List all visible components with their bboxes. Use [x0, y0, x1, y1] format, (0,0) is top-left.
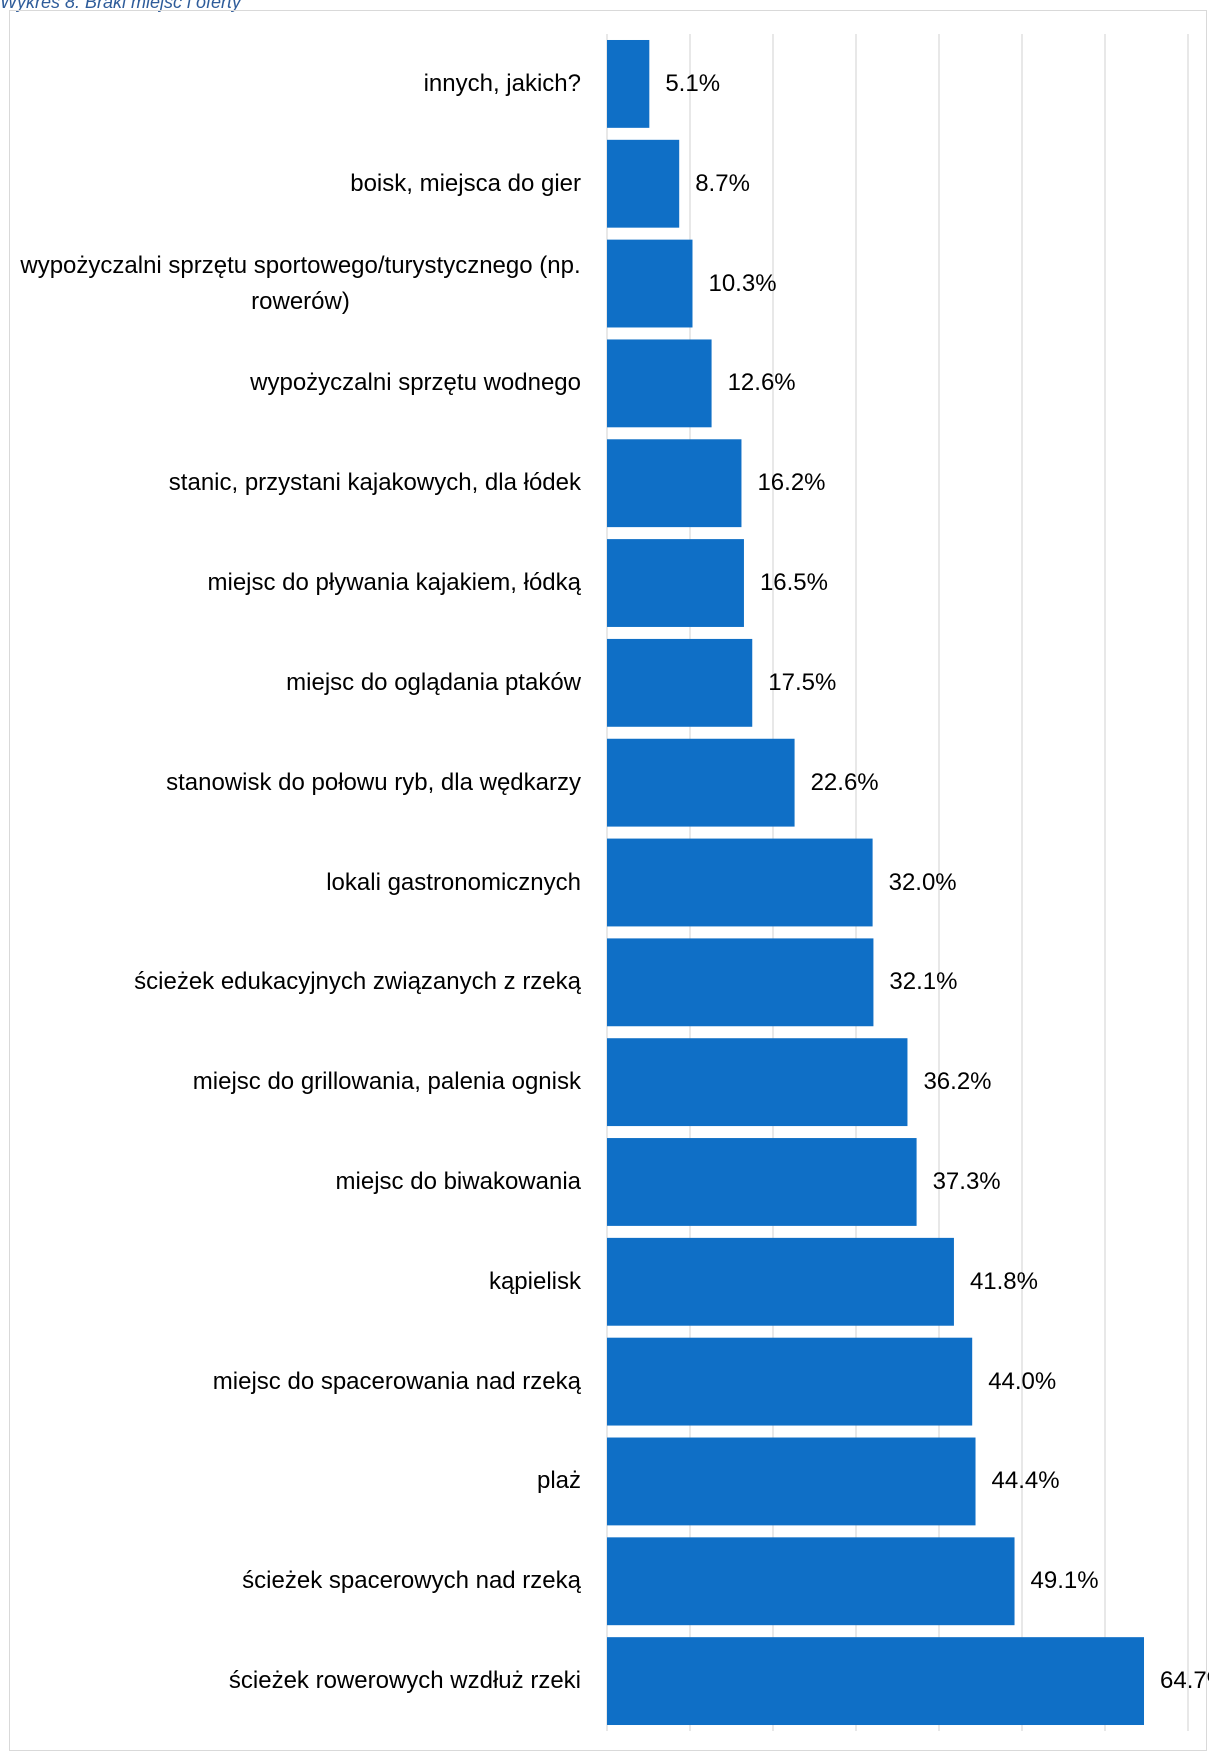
- data-label: 17.5%: [768, 668, 837, 696]
- data-label: 16.2%: [757, 469, 826, 497]
- chart-frame: [9, 10, 1207, 1751]
- bar: [607, 938, 874, 1027]
- y-tick-label: innych, jakich?: [423, 69, 581, 97]
- data-label: 64.7%: [1160, 1667, 1209, 1695]
- data-label: 41.8%: [969, 1267, 1038, 1295]
- data-label: 16.5%: [759, 569, 828, 597]
- bar: [607, 1337, 973, 1426]
- y-tick-label: miejsc do spacerowania nad rzeką: [212, 1367, 581, 1395]
- y-tick-label: stanowisk do połowu ryb, dla wędkarzy: [166, 768, 581, 796]
- data-label: 32.0%: [888, 868, 957, 896]
- y-tick-label: boisk, miejsca do gier: [350, 169, 581, 197]
- bar: [607, 239, 693, 328]
- data-label: 22.6%: [810, 768, 879, 796]
- bar: [607, 439, 742, 528]
- y-tick-label: miejsc do oglądania ptaków: [286, 668, 581, 696]
- bar: [607, 1038, 908, 1127]
- bar: [607, 1637, 1145, 1726]
- y-tick-label: kąpielisk: [488, 1267, 581, 1295]
- y-tick-label: plaż: [536, 1467, 581, 1495]
- data-label: 12.6%: [727, 369, 796, 397]
- data-label: 49.1%: [1030, 1567, 1099, 1595]
- y-tick-label: wypożyczalni sprzętu wodnego: [250, 369, 581, 397]
- y-tick-label: ścieżek edukacyjnych związanych z rzeką: [134, 968, 581, 996]
- bar: [607, 139, 680, 228]
- bar: [607, 838, 873, 927]
- y-tick-label: lokali gastronomicznych: [326, 868, 581, 896]
- data-label: 44.0%: [988, 1367, 1057, 1395]
- chart-title: Wykres 8. Braki miejsc i oferty: [0, 0, 242, 12]
- y-tick-label: ścieżek spacerowych nad rzeką: [242, 1567, 581, 1595]
- bar: [607, 638, 753, 727]
- data-label: 36.2%: [923, 1068, 992, 1096]
- y-tick-label: miejsc do pływania kajakiem, łódką: [207, 569, 582, 597]
- y-tick-label: miejsc do grillowania, palenia ognisk: [192, 1068, 581, 1096]
- bar: [607, 539, 744, 627]
- data-label: 37.3%: [932, 1167, 1001, 1195]
- bar: [607, 1237, 954, 1326]
- bar: [607, 1537, 1015, 1626]
- data-label: 44.4%: [991, 1467, 1060, 1495]
- bar: [607, 738, 795, 827]
- bar: [607, 339, 712, 428]
- y-tick-label: ścieżek rowerowych wzdłuż rzeki: [228, 1667, 581, 1695]
- data-label: 5.1%: [665, 69, 721, 97]
- data-label: 10.3%: [708, 269, 777, 297]
- bar: [607, 1138, 917, 1226]
- bar: [607, 39, 650, 128]
- data-label: 8.7%: [695, 169, 750, 197]
- y-tick-label: miejsc do biwakowania: [335, 1167, 581, 1195]
- y-tick-label: wypożyczalni sprzętu sportowego/turystyc…: [20, 251, 581, 315]
- bar: [607, 1437, 976, 1526]
- data-label: 32.1%: [889, 968, 958, 996]
- y-tick-label: stanic, przystani kajakowych, dla łódek: [168, 469, 581, 497]
